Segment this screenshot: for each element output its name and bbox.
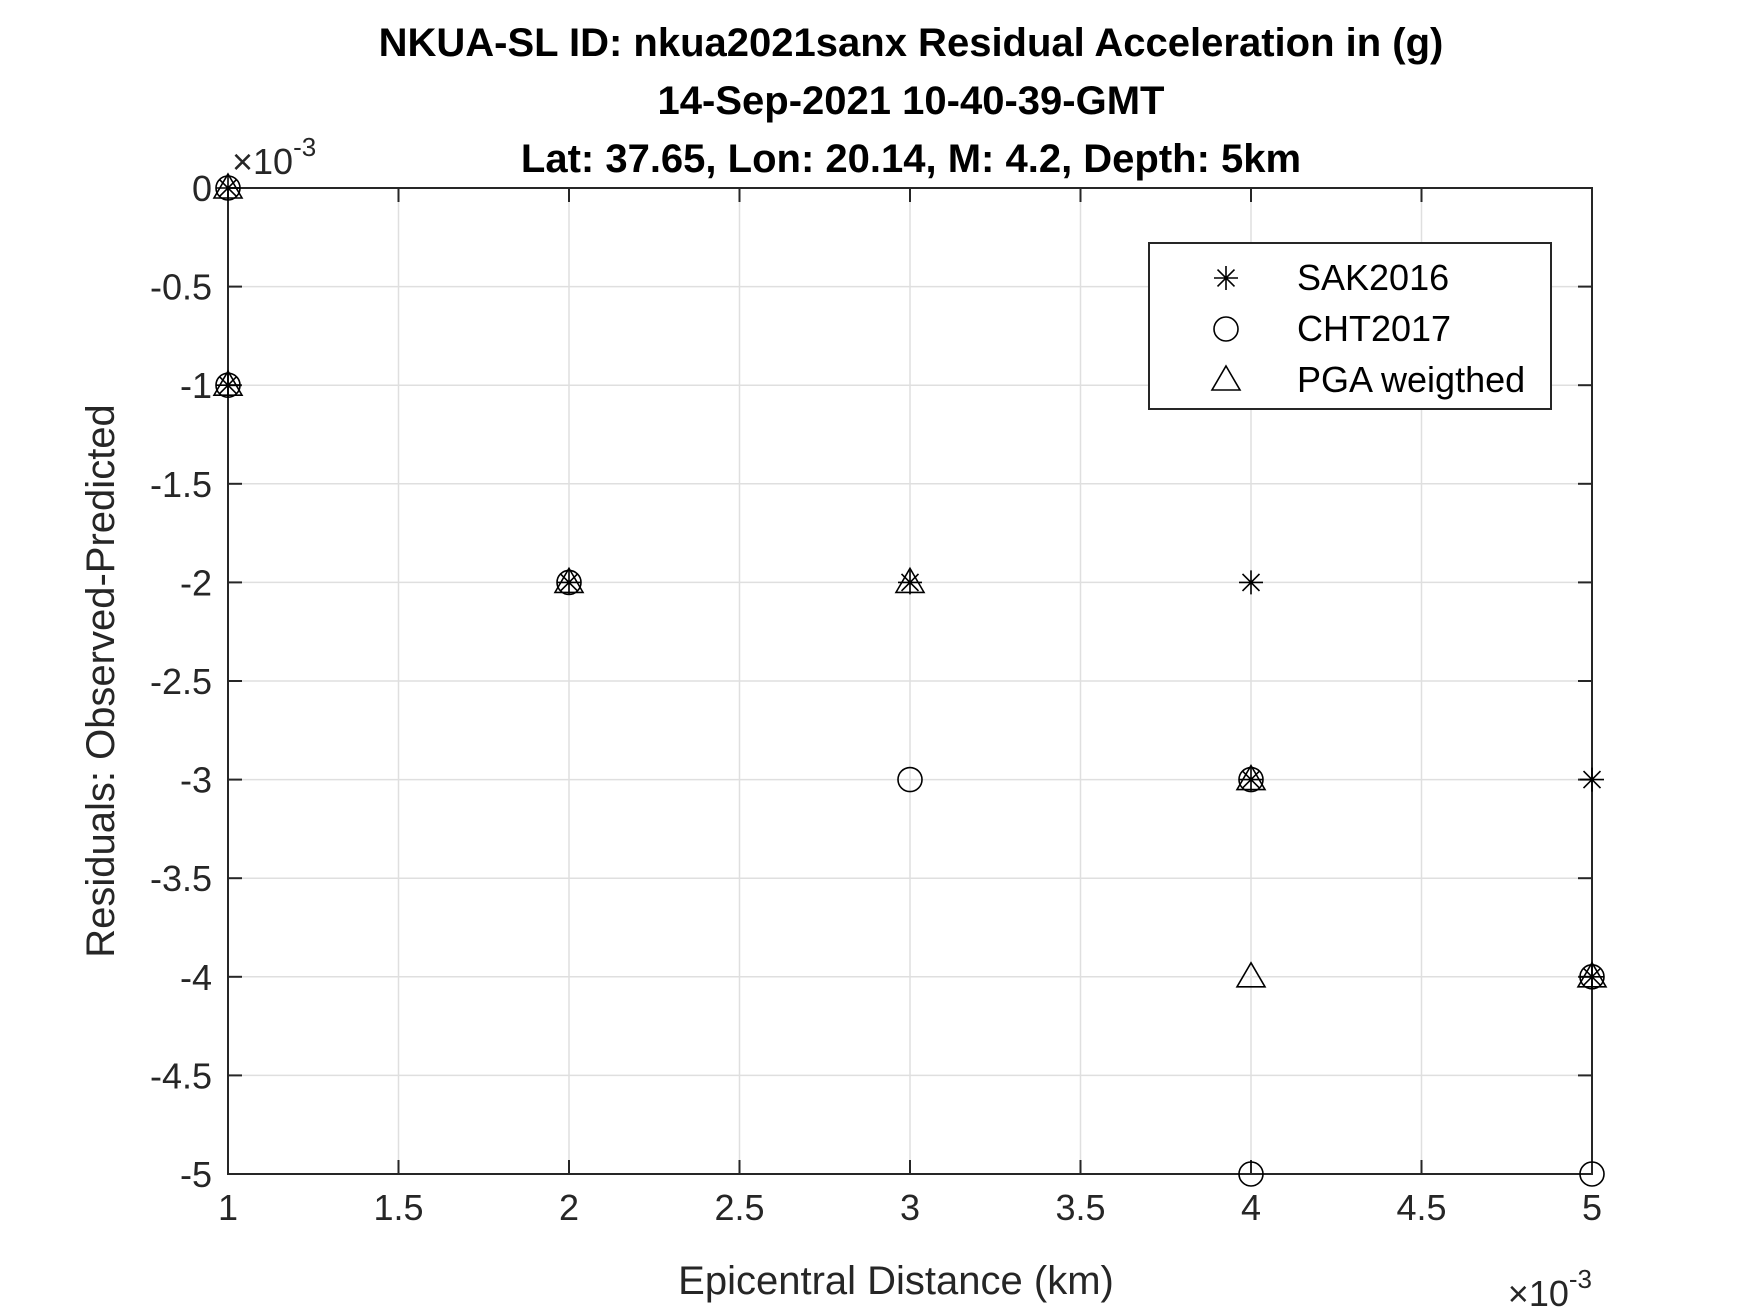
data-point-asterisk [216,373,240,398]
x-axis-exponent: ×10-3 [1508,1264,1592,1313]
y-exponent-power: -3 [293,132,316,162]
data-point-triangle [1235,961,1267,988]
legend-label-pga-weigthed: PGA weigthed [1297,359,1525,400]
chart-title-line-1: NKUA-SL ID: nkua2021sanx Residual Accele… [379,21,1444,65]
series-triangle [212,172,1608,988]
data-point-triangle [894,566,926,594]
data-point-asterisk [898,570,922,595]
x-axis-label: Epicentral Distance (km) [678,1259,1114,1303]
data-point-triangle [1576,961,1608,988]
data-point-circle [897,766,923,793]
legend-box [1148,242,1552,410]
data-point-asterisk [1580,964,1604,989]
x-exponent-power: -3 [1569,1264,1592,1294]
data-point-circle [1579,963,1605,990]
y-tick-label: -4 [180,957,212,998]
data-point-asterisk [557,570,581,595]
y-tick-label: -3 [180,760,212,801]
data-point-circle [215,372,241,399]
x-tick-labels: 1 1.5 2 2.5 3 3.5 4 4.5 5 [218,1187,1602,1228]
y-tick-labels: 0 -0.5 -1 -1.5 -2 -2.5 -3 -3.5 -4 -4.5 -5 [150,168,212,1195]
y-tick-label: -1 [180,365,212,406]
y-tick-label: -0.5 [150,267,212,308]
x-tick-label: 1.5 [373,1187,423,1228]
chart-title-line-2: 14-Sep-2021 10-40-39-GMT [658,79,1165,123]
x-tick-label: 1 [218,1187,238,1228]
y-tick-label: -4.5 [150,1055,212,1096]
data-point-asterisk [1239,570,1263,595]
plot-area-box [227,187,1593,1175]
y-tick-label: -3.5 [150,858,212,899]
legend-label-cht2017: CHT2017 [1297,308,1451,349]
data-markers [212,172,1608,1187]
data-point-asterisk [1239,767,1263,792]
x-tick-label: 3 [900,1187,920,1228]
data-point-asterisk [216,176,240,200]
data-point-triangle [212,369,244,397]
data-point-triangle [1235,764,1267,791]
series-asterisk [216,176,1604,989]
x-tick-label: 3.5 [1055,1187,1105,1228]
y-tick-label: -1.5 [150,464,212,505]
data-point-asterisk [1580,767,1604,792]
data-point-triangle [212,172,244,199]
data-point-circle [215,175,241,201]
data-point-circle [1579,1161,1605,1187]
y-tick-label: -5 [180,1154,212,1195]
legend-label-sak2016: SAK2016 [1297,257,1449,298]
series-circle [215,175,1605,1187]
x-tick-label: 5 [1582,1187,1602,1228]
data-point-circle [1238,1161,1264,1187]
legend-symbol-triangle-icon [1210,364,1242,391]
y-tick-label: -2.5 [150,661,212,702]
x-tick-label: 2 [559,1187,579,1228]
y-axis-label: Residuals: Observed-Predicted [79,404,123,958]
x-tick-label: 4 [1241,1187,1261,1228]
x-tick-label: 4.5 [1396,1187,1446,1228]
data-point-circle [1238,766,1264,793]
y-exponent-base: ×10 [232,141,293,182]
x-exponent-base: ×10 [1508,1273,1569,1313]
legend-symbol-asterisk-icon [1214,266,1238,290]
data-point-circle [556,569,582,596]
data-point-triangle [553,566,585,594]
x-tick-label: 2.5 [714,1187,764,1228]
y-tick-label: 0 [192,168,212,209]
chart-legend: SAK2016 CHT2017 PGA weigthed [1148,242,1552,410]
y-axis-exponent: ×10-3 [232,132,316,182]
legend-symbols [1210,266,1242,391]
legend-symbol-circle-icon [1213,316,1239,342]
chart-title-line-3: Lat: 37.65, Lon: 20.14, M: 4.2, Depth: 5… [521,137,1301,181]
y-tick-label: -2 [180,562,212,603]
